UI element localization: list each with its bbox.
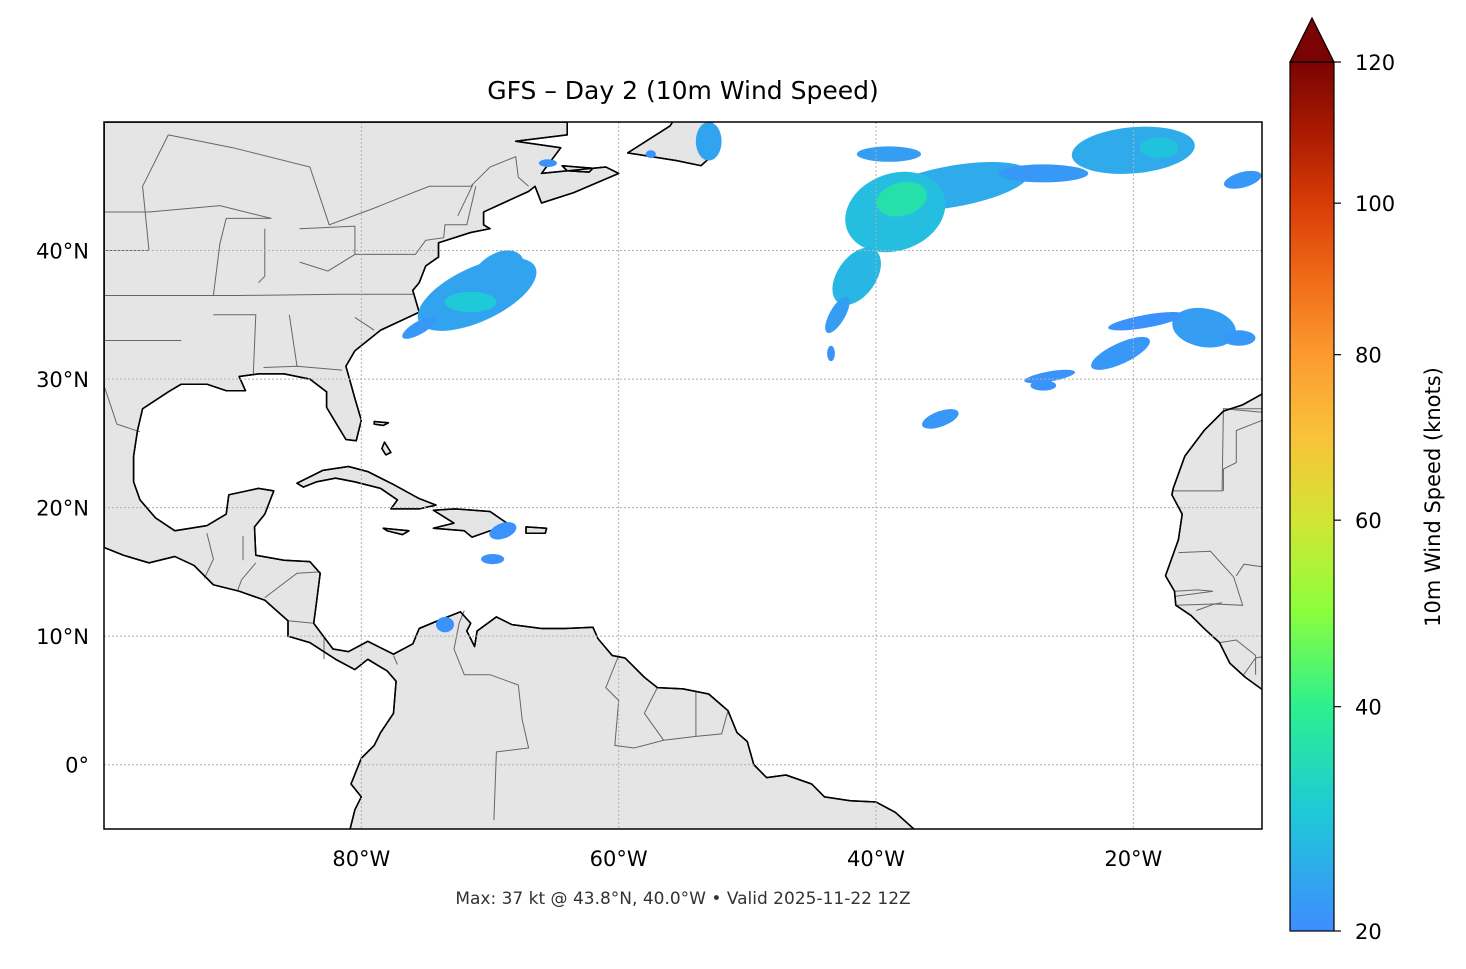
wind-speed-region: [1222, 330, 1256, 346]
wind-speed-region: [1030, 380, 1057, 391]
country-border: [457, 183, 474, 217]
lat-tick-label: 10°N: [36, 625, 89, 649]
colorbar-label: 10m Wind Speed (knots): [1421, 367, 1445, 627]
footer-max-info: Max: 37 kt @ 43.8°N, 40.0°W • Valid 2025…: [455, 889, 910, 909]
lat-tick-label: 30°N: [36, 368, 89, 392]
country-border: [1175, 550, 1244, 606]
lat-tick-label: 20°N: [36, 497, 89, 521]
country-border: [393, 655, 398, 665]
landmass-africa: [1164, 393, 1262, 691]
lat-ticks: 40°N 30°N 20°N 10°N 0°: [36, 240, 89, 778]
wind-speed-region: [489, 522, 517, 540]
country-border: [1174, 589, 1214, 597]
gridlines: [104, 122, 1262, 829]
country-border: [287, 620, 314, 624]
wind-speed-layer: [402, 122, 1262, 633]
coastline-hispaniola: [432, 508, 512, 538]
colorbar-tick-label: 40: [1355, 696, 1382, 720]
lon-tick-label: 20°W: [1104, 847, 1162, 871]
country-border: [354, 316, 375, 331]
wind-speed-region: [921, 409, 959, 429]
country-border: [212, 217, 272, 296]
wind-speed-region: [481, 554, 505, 565]
colorbar: 20 40 60 80 100 120 10m Wind Speed (knots): [1289, 16, 1445, 944]
country-border: [1235, 563, 1262, 585]
country-border: [168, 134, 529, 226]
country-border: [643, 687, 665, 741]
wind-speed-region: [402, 316, 437, 339]
lon-tick-label: 60°W: [590, 847, 648, 871]
wind-speed-region: [1223, 170, 1262, 189]
wind-speed-region: [1139, 137, 1179, 158]
map-area: [104, 122, 1262, 829]
wind-speed-region: [445, 291, 497, 313]
lon-ticks: 80°W 60°W 40°W 20°W: [332, 847, 1162, 871]
country-border: [203, 533, 214, 579]
wind-speed-region: [1108, 311, 1185, 331]
country-border: [258, 228, 266, 284]
colorbar-tick-label: 120: [1355, 51, 1395, 75]
country-border: [264, 571, 321, 598]
colorbar-tick-label: 60: [1355, 509, 1382, 533]
coastline-andros: [381, 441, 392, 456]
wind-speed-region: [1172, 307, 1236, 348]
coastline-great-bahama: [373, 420, 390, 427]
wind-speed-region: [468, 250, 525, 303]
lon-tick-label: 40°W: [847, 847, 905, 871]
country-border: [1196, 602, 1223, 611]
lon-tick-label: 80°W: [332, 847, 390, 871]
coastline-americas: [104, 122, 916, 829]
wind-speed-region: [876, 181, 927, 217]
country-border: [1171, 408, 1262, 492]
wind-speed-region: [856, 146, 922, 162]
country-border: [288, 314, 298, 367]
wind-speed-region: [827, 345, 835, 362]
wind-speed-region: [1091, 336, 1150, 370]
colorbar-tick-label: 80: [1355, 344, 1382, 368]
country-border: [237, 562, 257, 591]
wind-speed-region: [832, 247, 881, 305]
country-border: [104, 205, 272, 219]
country-border: [1222, 419, 1262, 491]
colorbar-extend-arrow: [1289, 16, 1335, 63]
coastline-puerto-rico: [525, 526, 548, 535]
lat-tick-label: 0°: [65, 754, 89, 778]
country-border: [104, 293, 415, 296]
lat-tick-label: 40°N: [36, 240, 89, 264]
colorbar-bar: [1289, 61, 1335, 932]
country-border: [299, 253, 356, 272]
coastline-cuba: [296, 465, 437, 510]
landmass-americas: [104, 122, 916, 829]
country-border: [1223, 408, 1262, 413]
country-border: [104, 385, 141, 433]
country-border: [104, 134, 169, 251]
land-layer: [104, 122, 1262, 829]
coastline-jamaica: [382, 527, 410, 536]
wind-speed-region: [825, 296, 850, 334]
wind-speed-region: [436, 616, 454, 633]
country-border: [213, 314, 257, 374]
coastline-pei: [561, 164, 594, 173]
map-frame: [103, 121, 1263, 830]
country-border: [1242, 656, 1262, 677]
colorbar-tick-label: 100: [1355, 192, 1395, 216]
wind-speed-region: [538, 159, 557, 168]
wind-speed-region: [1024, 369, 1076, 384]
colorbar-tick-label: 20: [1355, 920, 1382, 944]
colorbar-ticks: 20 40 60 80 100 120: [1334, 51, 1395, 944]
wind-speed-region: [998, 164, 1089, 183]
wind-speed-region: [695, 122, 722, 161]
country-border: [605, 655, 729, 749]
coastline-africa: [1164, 393, 1262, 691]
map-title: GFS – Day 2 (10m Wind Speed): [487, 76, 879, 105]
wind-speed-region: [645, 150, 656, 159]
country-border: [1219, 639, 1257, 675]
country-border: [299, 186, 477, 255]
